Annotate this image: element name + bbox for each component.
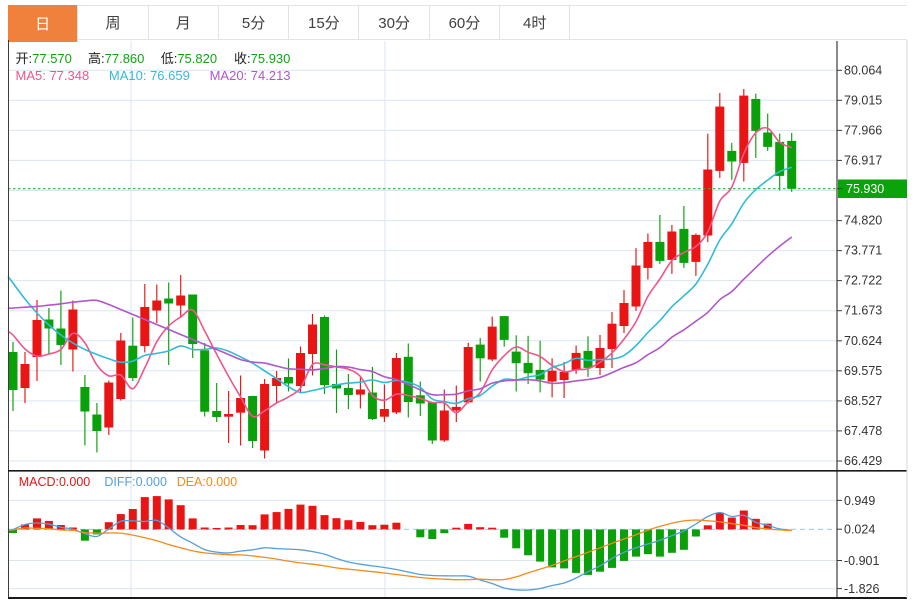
- svg-text:72.722: 72.722: [844, 274, 882, 288]
- svg-text:74.820: 74.820: [844, 214, 882, 228]
- svg-text:66.429: 66.429: [844, 454, 882, 468]
- svg-text:MA20: 74.213: MA20: 74.213: [210, 68, 291, 83]
- svg-text:80.064: 80.064: [844, 63, 882, 77]
- svg-text:76.917: 76.917: [844, 153, 882, 167]
- svg-text:70.624: 70.624: [844, 334, 882, 348]
- svg-text:0.949: 0.949: [844, 494, 875, 508]
- svg-text:MA5: 77.348: MA5: 77.348: [16, 68, 90, 83]
- svg-text:69.575: 69.575: [844, 364, 882, 378]
- svg-text:DEA:0.000: DEA:0.000: [177, 475, 238, 489]
- svg-text:0.024: 0.024: [844, 523, 875, 537]
- svg-text:67.478: 67.478: [844, 424, 882, 438]
- svg-text:77.966: 77.966: [844, 123, 882, 137]
- svg-text:71.673: 71.673: [844, 304, 882, 318]
- svg-text:MACD:0.000: MACD:0.000: [19, 475, 91, 489]
- svg-text:75.930: 75.930: [846, 182, 884, 196]
- svg-text:MA10: 76.659: MA10: 76.659: [109, 68, 190, 83]
- svg-text:-0.901: -0.901: [844, 554, 879, 568]
- svg-text:79.015: 79.015: [844, 93, 882, 107]
- svg-text:-1.826: -1.826: [844, 582, 879, 596]
- svg-text:68.527: 68.527: [844, 394, 882, 408]
- svg-text:开:77.570: 开:77.570: [16, 51, 72, 66]
- svg-text:收:75.930: 收:75.930: [234, 51, 290, 66]
- svg-text:DIFF:0.000: DIFF:0.000: [104, 475, 167, 489]
- svg-text:低:75.820: 低:75.820: [161, 51, 217, 66]
- svg-text:73.771: 73.771: [844, 244, 882, 258]
- svg-text:高:77.860: 高:77.860: [88, 51, 144, 66]
